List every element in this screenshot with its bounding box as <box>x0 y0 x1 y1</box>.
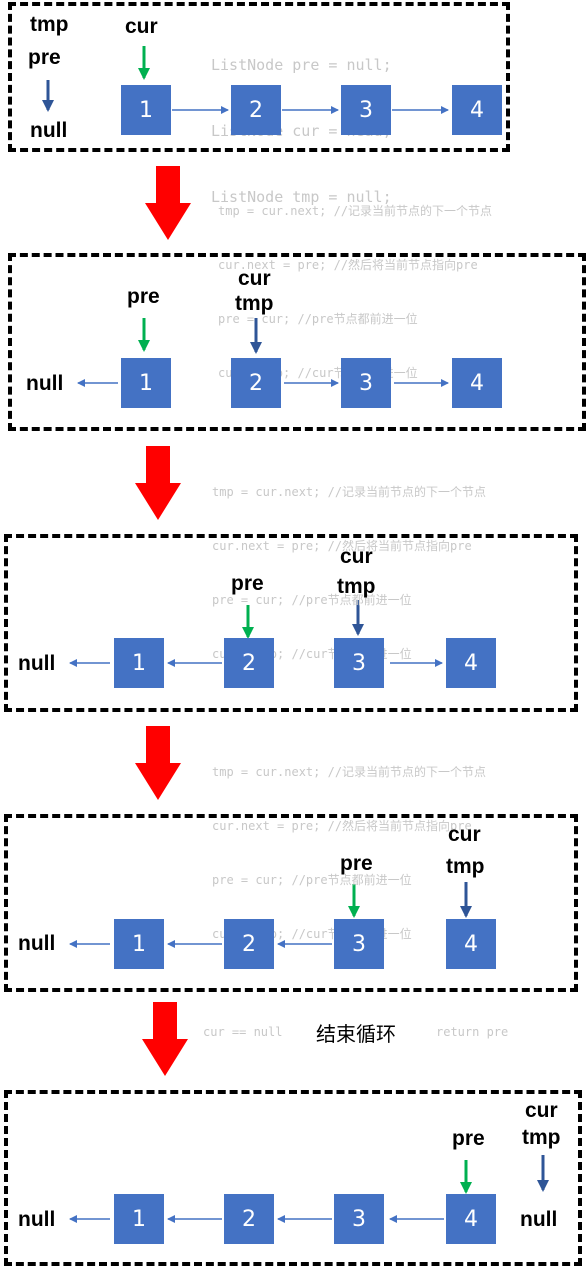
end-condition: cur == null <box>203 1025 283 1039</box>
step-0-node-2: 2 <box>231 85 281 135</box>
step-3-node-3: 3 <box>334 919 384 969</box>
step-1-node-4: 4 <box>452 358 502 408</box>
step-2-node-4: 4 <box>446 638 496 688</box>
step-2-tmp-label: tmp <box>337 575 376 598</box>
step-3-node-1: 1 <box>114 919 164 969</box>
step-2-node-2: 2 <box>224 638 274 688</box>
step-0-node-3: 3 <box>341 85 391 135</box>
init-code-line: ListNode tmp = null; <box>211 188 392 206</box>
loop-code-line: cur.next = pre; //然后将当前节点指向pre <box>212 819 472 833</box>
step-4-cur-label: cur <box>525 1099 558 1122</box>
loop-code-line: tmp = cur.next; //记录当前节点的下一个节点 <box>212 485 487 499</box>
step-3-pre-label: pre <box>340 852 373 875</box>
init-code-line: ListNode pre = null; <box>211 56 392 74</box>
loop-code-line: pre = cur; //pre节点都前进一位 <box>218 312 418 326</box>
step-4-node-4: 4 <box>446 1194 496 1244</box>
step-2-cur-label: cur <box>340 545 373 568</box>
step-0-pre-label: pre <box>28 46 61 69</box>
end-loop-text: 结束循环 <box>316 1022 396 1046</box>
loop-code-line: pre = cur; //pre节点都前进一位 <box>212 873 412 887</box>
step-1-node-3: 3 <box>341 358 391 408</box>
step-4-node-1: 1 <box>114 1194 164 1244</box>
step-0-null-label: null <box>30 119 68 142</box>
transition-arrow-4 <box>142 1002 188 1076</box>
step-4-frame <box>4 1090 582 1266</box>
step-0-node-1: 1 <box>121 85 171 135</box>
loop-code-line: pre = cur; //pre节点都前进一位 <box>212 593 412 607</box>
step-1-node-2: 2 <box>231 358 281 408</box>
step-3-node-4: 4 <box>446 919 496 969</box>
step-4-node-2: 2 <box>224 1194 274 1244</box>
transition-arrow-3 <box>135 726 181 800</box>
step-1-pre-label: pre <box>127 285 160 308</box>
step-4-pre-label: pre <box>452 1127 485 1150</box>
loop-code-line: tmp = cur.next; //记录当前节点的下一个节点 <box>218 204 493 218</box>
loop-code-line: cur.next = pre; //然后将当前节点指向pre <box>212 539 472 553</box>
step-4-null-label-right: null <box>520 1208 558 1231</box>
step-4-tmp-label: tmp <box>522 1126 561 1149</box>
step-1-tmp-label: tmp <box>235 292 274 315</box>
step-1-cur-label: cur <box>238 267 271 290</box>
transition-arrow-1 <box>145 166 191 240</box>
step-2-frame <box>4 534 578 712</box>
step-3-cur-label: cur <box>448 823 481 846</box>
step-3-null-label: null <box>18 932 56 955</box>
step-1-node-1: 1 <box>121 358 171 408</box>
step-2-node-3: 3 <box>334 638 384 688</box>
step-2-null-label: null <box>18 652 56 675</box>
step-3-node-2: 2 <box>224 919 274 969</box>
loop-code-line: cur.next = pre; //然后将当前节点指向pre <box>218 258 478 272</box>
step-3-tmp-label: tmp <box>446 855 485 878</box>
step-1-null-label: null <box>26 372 64 395</box>
step-3-frame <box>4 814 578 992</box>
transition-arrow-2 <box>135 446 181 520</box>
step-0-frame <box>8 2 510 152</box>
return-statement: return pre <box>436 1025 509 1039</box>
step-0-cur-label: cur <box>125 15 158 38</box>
step-0-node-4: 4 <box>452 85 502 135</box>
step-0-tmp-label: tmp <box>30 13 69 36</box>
loop-code-line: tmp = cur.next; //记录当前节点的下一个节点 <box>212 765 487 779</box>
step-4-null-label-left: null <box>18 1208 56 1231</box>
step-2-node-1: 1 <box>114 638 164 688</box>
step-1-frame <box>8 253 586 431</box>
step-2-pre-label: pre <box>231 572 264 595</box>
step-4-node-3: 3 <box>334 1194 384 1244</box>
